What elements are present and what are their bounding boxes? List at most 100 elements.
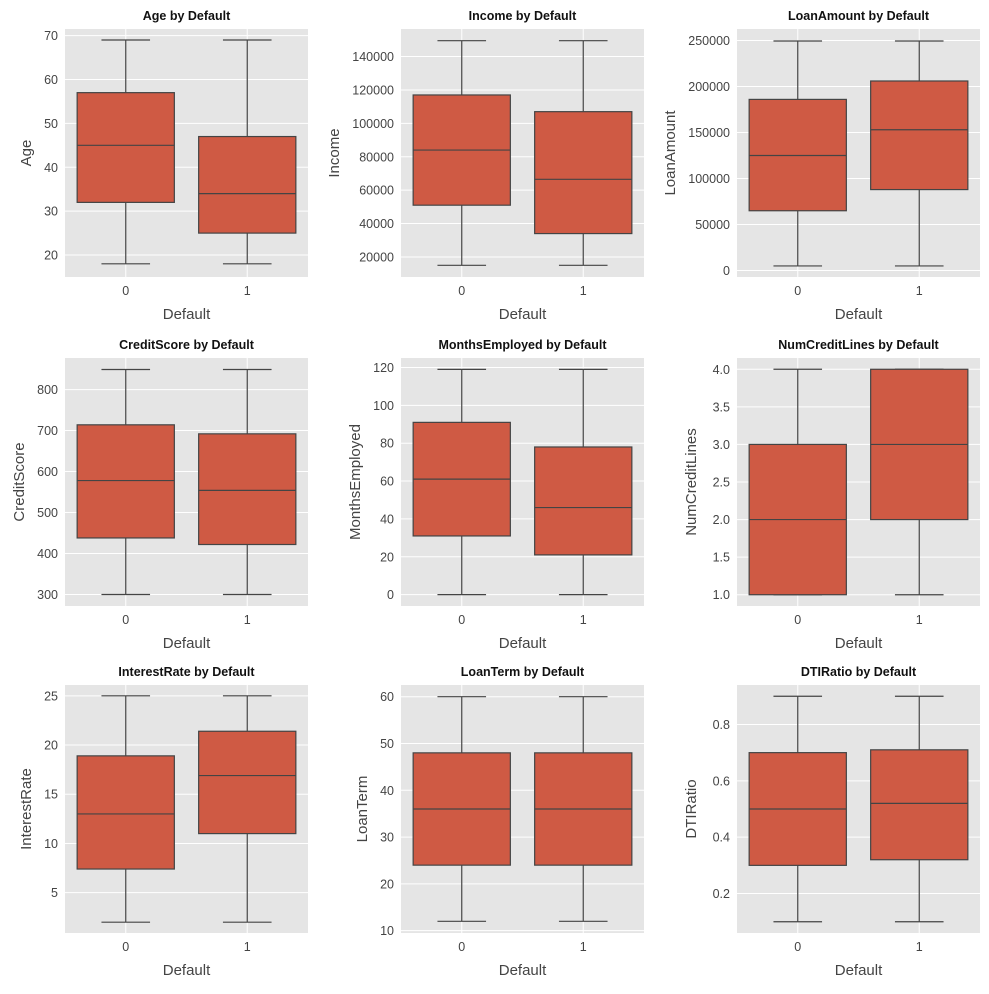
y-tick-label: 60 — [380, 475, 394, 489]
y-tick-label: 0.2 — [713, 887, 730, 901]
iqr-box — [198, 433, 297, 546]
x-tick-label: 1 — [580, 940, 587, 954]
subplot-monthsemployed: 0 20 40 60 80 100 120 0 1 MonthsEmployed by Defau… — [347, 338, 644, 652]
x-tick-label: 0 — [458, 940, 465, 954]
y-axis-label: LoanTerm — [354, 776, 371, 843]
subplot-title: DTIRatio by Default — [801, 665, 917, 679]
subplot-title: LoanAmount by Default — [788, 9, 930, 23]
x-axis-label: Default — [835, 306, 883, 323]
y-tick-label: 3.5 — [713, 400, 730, 414]
x-tick-label: 1 — [916, 613, 923, 627]
y-tick-label: 20 — [380, 550, 394, 564]
subplot-age: 20 30 40 50 60 70 0 1 Age by Default Default Age — [18, 9, 308, 323]
box-category-0 — [76, 39, 175, 265]
box-category-1 — [198, 368, 297, 596]
y-tick-label: 30 — [380, 831, 394, 845]
y-tick-label: 10 — [380, 924, 394, 938]
box-category-0 — [76, 368, 175, 596]
y-tick-label: 40 — [380, 512, 394, 526]
y-axis-label: Age — [18, 140, 35, 167]
y-tick-label: 400 — [37, 547, 58, 561]
y-tick-label: 1.5 — [713, 551, 730, 565]
subplot-title: LoanTerm by Default — [461, 665, 585, 679]
y-tick-label: 1.0 — [713, 588, 730, 602]
x-tick-label: 0 — [458, 284, 465, 298]
box-category-1 — [534, 40, 633, 266]
iqr-box — [870, 80, 969, 191]
y-tick-label: 800 — [37, 383, 58, 397]
box-category-0 — [748, 368, 847, 596]
iqr-box — [870, 749, 969, 861]
y-tick-label: 60 — [44, 73, 58, 87]
y-tick-label: 30 — [44, 205, 58, 219]
y-tick-label: 500 — [37, 506, 58, 520]
subplot-loanterm: 10 20 30 40 50 60 0 1 LoanTerm by Default Default… — [354, 665, 644, 979]
x-tick-label: 0 — [794, 284, 801, 298]
y-tick-label: 70 — [44, 29, 58, 43]
x-tick-label: 1 — [244, 613, 251, 627]
y-tick-label: 4.0 — [713, 363, 730, 377]
subplot-title: Income by Default — [469, 9, 577, 23]
y-tick-label: 20 — [44, 249, 58, 263]
y-tick-label: 80 — [380, 437, 394, 451]
subplot-dtiratio: 0.2 0.4 0.6 0.8 0 1 DTIRatio by Default Default… — [683, 665, 980, 979]
subplot-title: NumCreditLines by Default — [778, 338, 939, 352]
y-axis-label: CreditScore — [11, 442, 28, 521]
y-tick-label: 40 — [44, 161, 58, 175]
y-tick-label: 25 — [44, 689, 58, 703]
x-axis-label: Default — [835, 962, 883, 979]
x-tick-label: 1 — [916, 284, 923, 298]
y-tick-label: 120 — [373, 361, 394, 375]
y-tick-label: 0 — [387, 588, 394, 602]
box-category-1 — [870, 40, 969, 267]
y-tick-label: 100000 — [352, 117, 394, 131]
y-tick-label: 40 — [380, 784, 394, 798]
y-tick-label: 0.6 — [713, 774, 730, 788]
box-category-0 — [748, 40, 847, 267]
box-category-0 — [76, 695, 175, 923]
y-tick-label: 5 — [51, 886, 58, 900]
y-tick-label: 200000 — [688, 80, 730, 94]
x-tick-label: 1 — [916, 940, 923, 954]
subplot-title: MonthsEmployed by Default — [438, 338, 607, 352]
y-axis-label: InterestRate — [18, 768, 35, 850]
x-tick-label: 0 — [794, 613, 801, 627]
box-category-1 — [198, 39, 297, 265]
y-axis-label: LoanAmount — [662, 110, 679, 196]
y-tick-label: 600 — [37, 465, 58, 479]
y-tick-label: 2.5 — [713, 476, 730, 490]
x-tick-label: 1 — [580, 284, 587, 298]
subplot-interestrate: 5 10 15 20 25 0 1 InterestRate by Default Defaul… — [18, 665, 308, 979]
y-tick-label: 2.0 — [713, 513, 730, 527]
x-tick-label: 0 — [122, 613, 129, 627]
x-tick-label: 0 — [794, 940, 801, 954]
subplot-creditscore: 300 400 500 600 700 800 0 1 CreditScore by Defau… — [11, 338, 308, 652]
y-tick-label: 15 — [44, 788, 58, 802]
subplot-title: CreditScore by Default — [119, 338, 255, 352]
y-tick-label: 300 — [37, 588, 58, 602]
y-tick-label: 140000 — [352, 50, 394, 64]
x-axis-label: Default — [163, 962, 211, 979]
iqr-box — [76, 424, 175, 539]
box-category-1 — [870, 368, 969, 596]
x-tick-label: 1 — [244, 940, 251, 954]
y-tick-label: 100 — [373, 399, 394, 413]
y-tick-label: 80000 — [359, 150, 394, 164]
x-tick-label: 0 — [458, 613, 465, 627]
box-category-1 — [198, 695, 297, 923]
x-tick-label: 1 — [244, 284, 251, 298]
box-category-1 — [534, 368, 633, 596]
x-tick-label: 1 — [580, 613, 587, 627]
subplot-income: 20000 40000 60000 80000 100000 120000 140000 0 1… — [326, 9, 644, 323]
iqr-box — [76, 92, 175, 203]
y-tick-label: 40000 — [359, 217, 394, 231]
y-tick-label: 20 — [380, 877, 394, 891]
y-tick-label: 100000 — [688, 172, 730, 186]
iqr-box — [198, 135, 297, 234]
x-axis-label: Default — [163, 306, 211, 323]
y-axis-label: MonthsEmployed — [347, 424, 364, 540]
iqr-box — [198, 730, 297, 835]
y-axis-label: Income — [326, 128, 343, 177]
